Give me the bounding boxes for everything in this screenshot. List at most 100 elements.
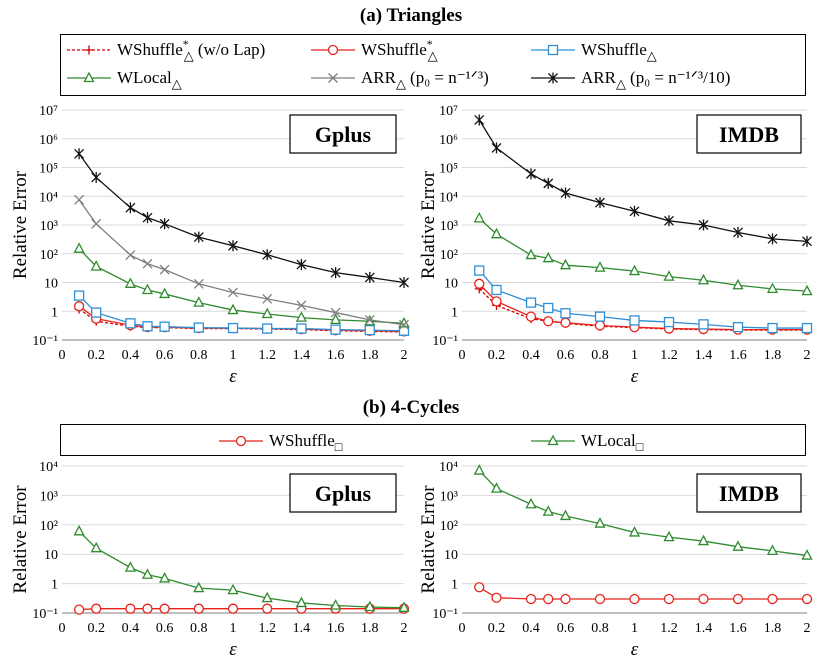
data-point-arr10 [228, 240, 238, 252]
x-tick-label: 0.6 [557, 621, 575, 636]
data-point-wshuffle [698, 319, 709, 330]
x-tick-label: 1.6 [327, 348, 345, 363]
legend-label-wshuffle: WShuffle△ [581, 40, 657, 63]
legend-marker-wlocal [83, 71, 95, 83]
y-axis-title: Relative Error [418, 485, 439, 594]
data-point-arr1 [262, 293, 273, 304]
data-point-wlocal [193, 296, 205, 307]
panel-label-box [696, 114, 802, 154]
x-tick-label: 0.6 [156, 621, 174, 636]
y-tick-label: 10 [444, 548, 458, 563]
series-wshuffle [73, 290, 410, 336]
legend-entry-wshuffle_wolap: WShuffle* △ (w/o Lap) [67, 37, 265, 63]
y-axis-title: Relative Error [10, 170, 31, 279]
data-point-wshuffle_star [525, 311, 537, 322]
legend-4cycles-svg: WShuffle□ WLocal□ [219, 431, 644, 454]
series-arr10 [74, 148, 409, 288]
panel-title: IMDB [719, 122, 779, 147]
data-point-wshuffle_sq [663, 593, 675, 605]
x-tick-label: 1.2 [660, 348, 678, 363]
data-point-arr10 [526, 168, 536, 180]
data-point-wshuffle [474, 265, 485, 276]
x-tick-label: 1.8 [361, 621, 379, 636]
x-axis-title: ε [229, 639, 237, 660]
data-point-wshuffle [330, 324, 341, 335]
data-point-wlocal [663, 270, 675, 281]
y-tick-label: 10⁶ [39, 133, 58, 148]
data-point-wlocal_sq [73, 524, 85, 536]
data-point-wlocal_sq [766, 544, 779, 556]
data-point-wshuffle_star [560, 317, 571, 328]
data-point-wlocal_sq [124, 561, 136, 572]
data-point-arr1 [330, 307, 341, 318]
series-line-wlocal [478, 217, 808, 292]
y-tick-label: 10⁴ [439, 460, 458, 475]
data-point-wlocal_sq [559, 509, 572, 521]
data-point-arr10 [802, 235, 812, 247]
data-point-wshuffle_sq [262, 603, 273, 614]
y-tick-label: 10 [444, 277, 458, 292]
data-point-wshuffle_star [594, 320, 606, 331]
data-point-wshuffle [91, 307, 102, 318]
x-tick-label: 1.8 [361, 348, 379, 363]
x-tick-label: 1.8 [764, 348, 782, 363]
data-point-arr10 [159, 218, 170, 230]
legend-marker-wshuffle_sq [235, 435, 247, 447]
legend-marker-wshuffle [547, 44, 559, 56]
x-tick-label: 1.4 [695, 621, 713, 636]
legend-triangles-svg: WShuffle* △ (w/o Lap) WShuffle* △ WShuffle△ W… [67, 37, 730, 91]
x-tick-label: 1.4 [293, 348, 311, 363]
data-point-wlocal_sq [697, 534, 710, 546]
data-point-arr1 [364, 314, 375, 325]
data-point-arr1 [159, 264, 170, 275]
data-point-wlocal_sq [594, 517, 606, 528]
series-line-wshuffle_star [478, 283, 807, 331]
x-tick-label: 1.8 [764, 621, 782, 636]
data-point-wlocal [559, 258, 572, 270]
data-point-wlocal [594, 261, 606, 272]
legend-marker-arr10 [548, 72, 558, 84]
data-point-arr1 [74, 194, 85, 205]
data-point-wshuffle [142, 321, 153, 332]
section-b-title: (b) 4-Cycles [362, 397, 460, 418]
x-tick-label: 0 [459, 348, 466, 363]
series-line-wlocal [78, 248, 405, 324]
series-line-wshuffle_sq [79, 608, 404, 611]
series-wlocal_sq [73, 524, 410, 612]
data-point-arr10 [91, 171, 102, 183]
data-point-arr1 [193, 278, 204, 289]
y-tick-label: 10⁴ [39, 460, 58, 475]
series-wlocal [473, 211, 813, 296]
y-tick-label: 10³ [440, 489, 458, 504]
data-point-arr10 [193, 231, 204, 243]
data-point-wshuffle_sq [732, 593, 744, 605]
data-point-arr10 [125, 202, 136, 214]
x-tick-label: 2 [401, 348, 408, 363]
data-point-arr10 [733, 226, 743, 238]
data-point-arr10 [629, 205, 640, 217]
data-point-wshuffle_star [73, 301, 85, 312]
x-tick-label: 1 [631, 348, 638, 363]
y-tick-label: 10³ [40, 489, 58, 504]
x-tick-label: 1.4 [293, 621, 311, 636]
series-line-arr1 [78, 199, 405, 326]
legend-entry-wshuffle_star: WShuffle* △ [311, 37, 438, 63]
data-point-wlocal [525, 248, 537, 260]
x-tick-label: 0.2 [87, 621, 105, 636]
data-point-wshuffle [767, 322, 778, 334]
data-point-arr10 [142, 212, 153, 224]
data-point-wshuffle [73, 290, 85, 301]
data-point-wshuffle_sq [142, 603, 153, 614]
y-tick-label: 10⁴ [39, 190, 58, 205]
data-point-wlocal_sq [330, 599, 342, 610]
series-line-wshuffle_sq [478, 586, 807, 600]
panel-label-box [289, 473, 397, 513]
data-point-wlocal [227, 303, 239, 315]
data-point-wlocal_sq [801, 549, 813, 560]
series-line-arr10 [478, 119, 808, 242]
data-point-arr10 [399, 277, 409, 288]
legend-label-arr10: ARR△ (p₀ = n⁻¹ᐟ³/10) [581, 68, 730, 91]
data-point-arr10 [767, 233, 778, 245]
x-tick-label: 0.4 [522, 621, 540, 636]
y-tick-label: 10⁶ [439, 133, 458, 148]
